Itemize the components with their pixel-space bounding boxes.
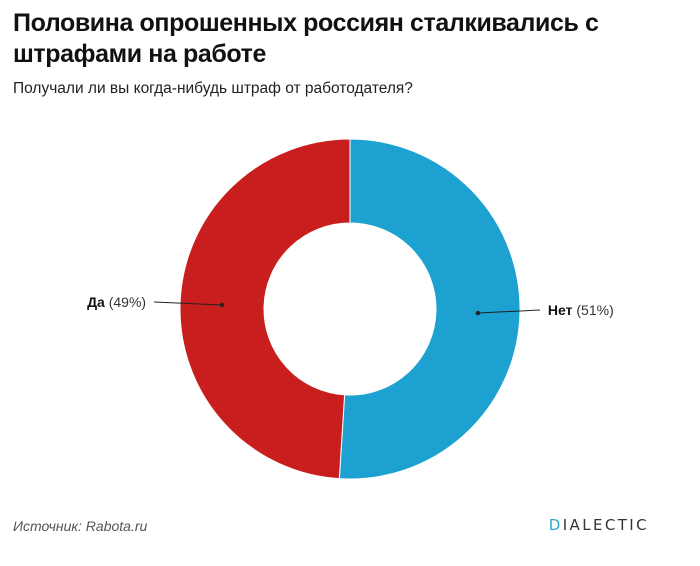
chart-title: Половина опрошенных россиян сталкивались… <box>13 9 599 68</box>
donut-slices <box>179 138 521 480</box>
slice-net <box>338 138 521 480</box>
slice-da <box>179 138 351 480</box>
brand-logo: DIALECTIC <box>549 516 649 534</box>
brand-logo-accent: D <box>548 516 563 534</box>
leader-line <box>477 309 540 314</box>
slice-label: Да (49%) <box>87 294 146 310</box>
brand-logo-text: IALECTIC <box>562 516 649 534</box>
slice-labels: Нет (51%) Да (49%) <box>87 294 614 318</box>
chart-subtitle: Получали ли вы когда-нибудь штраф от раб… <box>13 80 413 97</box>
slice-label-value: (51%) <box>573 302 614 318</box>
slice-label: Нет (51%) <box>548 302 614 318</box>
leader-line <box>154 301 223 306</box>
slice-leaders <box>154 301 540 316</box>
slice-label-name: Да <box>87 294 105 310</box>
source-note: Источник: Rabota.ru <box>13 518 148 534</box>
slice-label-name: Нет <box>548 302 573 318</box>
slice-label-value: (49%) <box>105 294 146 310</box>
